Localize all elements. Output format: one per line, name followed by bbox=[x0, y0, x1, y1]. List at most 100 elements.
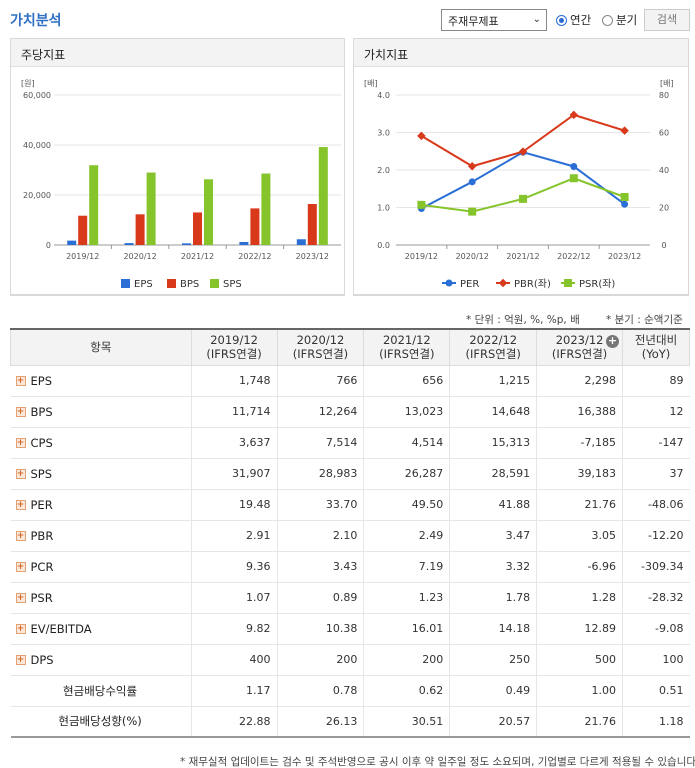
row-label[interactable]: + PCR bbox=[10, 551, 192, 583]
radio-quarter[interactable]: 분기 bbox=[602, 12, 637, 28]
expand-icon[interactable]: + bbox=[15, 531, 26, 541]
bar-bps bbox=[307, 204, 317, 245]
radio-quarter-label: 분기 bbox=[616, 13, 638, 27]
statement-type-select[interactable]: 주재무제표 ⌄ bbox=[441, 9, 547, 31]
right-tick-label: 60 bbox=[659, 129, 669, 138]
col-header: 2019/12 (IFRS연결) bbox=[190, 328, 278, 366]
per-share-bar-chart: [원] 60,000 40,000 20,000 0 2019/12 2020/12 2021… bbox=[21, 79, 341, 290]
row-label[interactable]: + DPS bbox=[10, 644, 192, 676]
legend-swatch bbox=[167, 279, 176, 288]
table-row: + PCR 9.36 3.43 7.19 3.32 -6.96 -309.34 bbox=[10, 551, 690, 583]
row-label[interactable]: + PER bbox=[10, 489, 192, 521]
bar-bps bbox=[250, 208, 260, 245]
expand-icon[interactable]: + bbox=[15, 500, 26, 510]
footer-note: * 재무실적 업데이트는 검수 및 주석반영으로 공시 이후 약 일주일 정도 … bbox=[180, 756, 695, 768]
legend-label: PBR(좌) bbox=[514, 278, 551, 290]
bar-bps bbox=[78, 215, 88, 245]
cell-value: 19.48 bbox=[191, 489, 278, 521]
legend-swatch bbox=[121, 279, 130, 288]
expand-icon[interactable]: + bbox=[15, 562, 26, 572]
row-label[interactable]: + EV/EBITDA bbox=[10, 613, 192, 645]
cell-value: 16,388 bbox=[536, 396, 624, 428]
cell-value: 656 bbox=[363, 365, 451, 397]
col-header: 2021/12 (IFRS연결) bbox=[363, 328, 451, 366]
cell-value: 0.49 bbox=[449, 675, 538, 707]
table-row: + CPS 3,637 7,514 4,514 15,313 -7,185 -147 bbox=[10, 427, 690, 459]
expand-icon[interactable]: + bbox=[15, 438, 26, 448]
point-psr bbox=[417, 200, 426, 209]
cell-yoy: -28.32 bbox=[622, 582, 690, 614]
table-row: + DPS 400 200 200 250 500 100 bbox=[10, 644, 690, 676]
cell-value: 13,023 bbox=[363, 396, 451, 428]
point-per bbox=[570, 162, 578, 170]
expand-icon[interactable]: + bbox=[15, 593, 26, 603]
legend-label: PSR(좌) bbox=[579, 278, 615, 290]
x-tick-label: 2021/12 bbox=[181, 252, 214, 261]
right-tick-label: 80 bbox=[659, 91, 669, 100]
point-psr bbox=[569, 174, 578, 183]
legend-marker bbox=[498, 278, 508, 288]
expand-icon[interactable]: + bbox=[15, 376, 26, 386]
bar-eps bbox=[124, 243, 134, 245]
table-row: 현금배당성향(%) 22.88 26.13 30.51 20.57 21.76 1.18 bbox=[10, 706, 690, 738]
page-title: 가치분석 bbox=[10, 13, 62, 29]
row-label[interactable]: + EPS bbox=[10, 365, 192, 397]
row-label[interactable]: + SPS bbox=[10, 458, 192, 490]
y-tick-label: 0 bbox=[46, 241, 51, 250]
legend-marker bbox=[445, 279, 453, 287]
cell-value: 3,637 bbox=[191, 427, 278, 459]
bar-eps bbox=[239, 241, 249, 245]
expand-icon[interactable]: + bbox=[15, 407, 26, 417]
table-row: + PBR 2.91 2.10 2.49 3.47 3.05 -12.20 bbox=[10, 520, 690, 552]
legend-label: BPS bbox=[180, 279, 199, 290]
legend-marker bbox=[564, 279, 572, 287]
cell-yoy: -147 bbox=[622, 427, 690, 459]
legend-swatch bbox=[210, 279, 219, 288]
cell-value: 7.19 bbox=[363, 551, 451, 583]
cell-value: 1.07 bbox=[191, 582, 278, 614]
row-label[interactable]: + PSR bbox=[10, 582, 192, 614]
expand-icon[interactable]: + bbox=[15, 624, 26, 634]
row-label[interactable]: + PBR bbox=[10, 520, 192, 552]
bar-eps bbox=[296, 239, 306, 245]
cell-value: 21.76 bbox=[536, 706, 624, 738]
legend-label: EPS bbox=[134, 279, 153, 290]
add-column-icon[interactable]: + bbox=[606, 334, 620, 348]
search-button[interactable]: 검색 bbox=[644, 9, 690, 31]
expand-icon[interactable]: + bbox=[15, 469, 26, 479]
cell-value: 250 bbox=[449, 644, 538, 676]
table-row: 현금배당수익률 1.17 0.78 0.62 0.49 1.00 0.51 bbox=[10, 675, 690, 707]
right-tick-label: 20 bbox=[659, 204, 669, 213]
cell-yoy: -9.08 bbox=[622, 613, 690, 645]
table-row: + BPS 11,714 12,264 13,023 14,648 16,388 12 bbox=[10, 396, 690, 428]
cell-value: -7,185 bbox=[536, 427, 624, 459]
expand-icon[interactable]: + bbox=[15, 655, 26, 665]
cell-value: 28,591 bbox=[449, 458, 538, 490]
cell-value: 3.05 bbox=[536, 520, 624, 552]
cell-value: 3.47 bbox=[449, 520, 538, 552]
cell-value: 49.50 bbox=[363, 489, 451, 521]
row-label[interactable]: + BPS bbox=[10, 396, 192, 428]
cell-value: 21.76 bbox=[536, 489, 624, 521]
row-label[interactable]: + CPS bbox=[10, 427, 192, 459]
row-label: 현금배당성향(%) bbox=[10, 706, 192, 738]
radio-unchecked-icon bbox=[602, 14, 613, 26]
cell-value: 0.89 bbox=[277, 582, 365, 614]
cell-value: 26.13 bbox=[277, 706, 365, 738]
legend-label: PER bbox=[460, 279, 479, 290]
point-psr bbox=[519, 194, 527, 203]
left-tick-label: 0.0 bbox=[377, 241, 390, 250]
radio-checked-icon bbox=[556, 14, 567, 26]
cell-value: 400 bbox=[191, 644, 278, 676]
cell-value: 16.01 bbox=[363, 613, 451, 645]
cell-value: 12,264 bbox=[277, 396, 365, 428]
cell-value: 1.28 bbox=[536, 582, 624, 614]
cell-value: 1.23 bbox=[363, 582, 451, 614]
y-tick-label: 40,000 bbox=[23, 141, 51, 150]
cell-value: 200 bbox=[277, 644, 365, 676]
cell-value: 7,514 bbox=[277, 427, 365, 459]
x-tick-label: 2023/12 bbox=[608, 252, 641, 261]
table-row: + PER 19.48 33.70 49.50 41.88 21.76 -48.06 bbox=[10, 489, 690, 521]
bar-eps bbox=[182, 243, 191, 245]
radio-annual[interactable]: 연간 bbox=[556, 12, 591, 28]
